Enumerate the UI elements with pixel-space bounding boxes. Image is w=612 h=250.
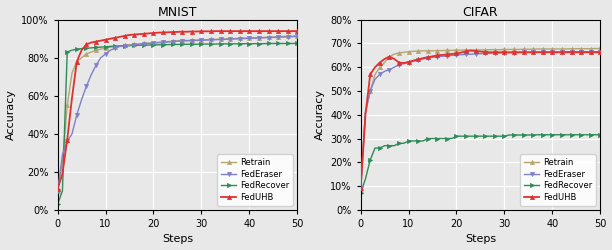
FedEraser: [226, 38, 234, 40]
FedRecover: [289, 42, 296, 45]
FedEraser: [597, 50, 604, 53]
FedUHB: [130, 33, 138, 36]
Line: FedRecover: FedRecover: [56, 41, 299, 206]
FedEraser: [429, 56, 436, 59]
Line: FedEraser: FedEraser: [56, 34, 299, 193]
FedRecover: [294, 42, 301, 45]
Line: FedUHB: FedUHB: [56, 29, 299, 191]
Retrain: [429, 49, 436, 52]
FedEraser: [357, 187, 364, 190]
Retrain: [357, 189, 364, 192]
FedUHB: [217, 30, 224, 33]
FedUHB: [467, 49, 474, 52]
FedRecover: [597, 133, 604, 136]
FedRecover: [54, 203, 61, 206]
X-axis label: Steps: Steps: [162, 234, 193, 244]
FedEraser: [294, 35, 301, 38]
FedUHB: [126, 34, 133, 36]
FedEraser: [130, 43, 138, 46]
FedRecover: [357, 192, 364, 195]
Line: Retrain: Retrain: [359, 46, 602, 193]
FedUHB: [434, 54, 441, 57]
Line: Retrain: Retrain: [56, 34, 299, 193]
FedRecover: [434, 137, 441, 140]
Retrain: [126, 43, 133, 46]
FedEraser: [515, 51, 523, 54]
FedRecover: [515, 134, 523, 136]
FedEraser: [212, 38, 220, 41]
Legend: Retrain, FedEraser, FedRecover, FedUHB: Retrain, FedEraser, FedRecover, FedUHB: [520, 154, 596, 206]
FedUHB: [534, 51, 542, 54]
FedRecover: [106, 45, 114, 48]
Retrain: [226, 37, 234, 40]
Line: FedRecover: FedRecover: [359, 133, 602, 195]
FedRecover: [226, 42, 234, 45]
FedUHB: [54, 188, 61, 190]
FedEraser: [126, 44, 133, 47]
X-axis label: Steps: Steps: [465, 234, 496, 244]
Retrain: [294, 34, 301, 37]
Retrain: [106, 46, 114, 49]
FedUHB: [231, 30, 239, 33]
Retrain: [130, 43, 138, 46]
Line: FedUHB: FedUHB: [359, 48, 602, 191]
Retrain: [434, 49, 441, 52]
Retrain: [587, 47, 594, 50]
FedRecover: [534, 133, 542, 136]
FedUHB: [106, 37, 114, 40]
Y-axis label: Accuracy: Accuracy: [315, 89, 324, 140]
FedRecover: [126, 44, 133, 47]
FedEraser: [409, 60, 417, 63]
Title: CIFAR: CIFAR: [463, 6, 498, 18]
FedUHB: [409, 59, 417, 62]
FedUHB: [429, 55, 436, 58]
FedEraser: [529, 51, 537, 54]
FedUHB: [597, 51, 604, 54]
FedUHB: [520, 51, 528, 54]
Retrain: [212, 38, 220, 41]
FedEraser: [106, 49, 114, 52]
Retrain: [409, 50, 417, 53]
FedUHB: [212, 30, 220, 33]
Y-axis label: Accuracy: Accuracy: [6, 89, 15, 140]
FedEraser: [592, 50, 599, 53]
Title: MNIST: MNIST: [158, 6, 197, 18]
Retrain: [289, 34, 296, 37]
FedRecover: [409, 140, 417, 142]
FedRecover: [130, 44, 138, 47]
Retrain: [529, 48, 537, 51]
FedEraser: [563, 50, 570, 53]
Retrain: [597, 47, 604, 50]
FedRecover: [429, 137, 436, 140]
FedEraser: [434, 55, 441, 58]
FedUHB: [289, 30, 296, 33]
Retrain: [515, 48, 523, 51]
FedRecover: [529, 134, 537, 136]
FedRecover: [212, 42, 220, 45]
FedUHB: [592, 51, 599, 54]
FedRecover: [592, 133, 599, 136]
FedEraser: [54, 189, 61, 192]
Retrain: [54, 189, 61, 192]
FedUHB: [294, 30, 301, 33]
Legend: Retrain, FedEraser, FedRecover, FedUHB: Retrain, FedEraser, FedRecover, FedUHB: [217, 154, 293, 206]
FedEraser: [289, 35, 296, 38]
FedUHB: [357, 187, 364, 190]
Line: FedEraser: FedEraser: [359, 50, 602, 190]
Retrain: [592, 47, 599, 50]
